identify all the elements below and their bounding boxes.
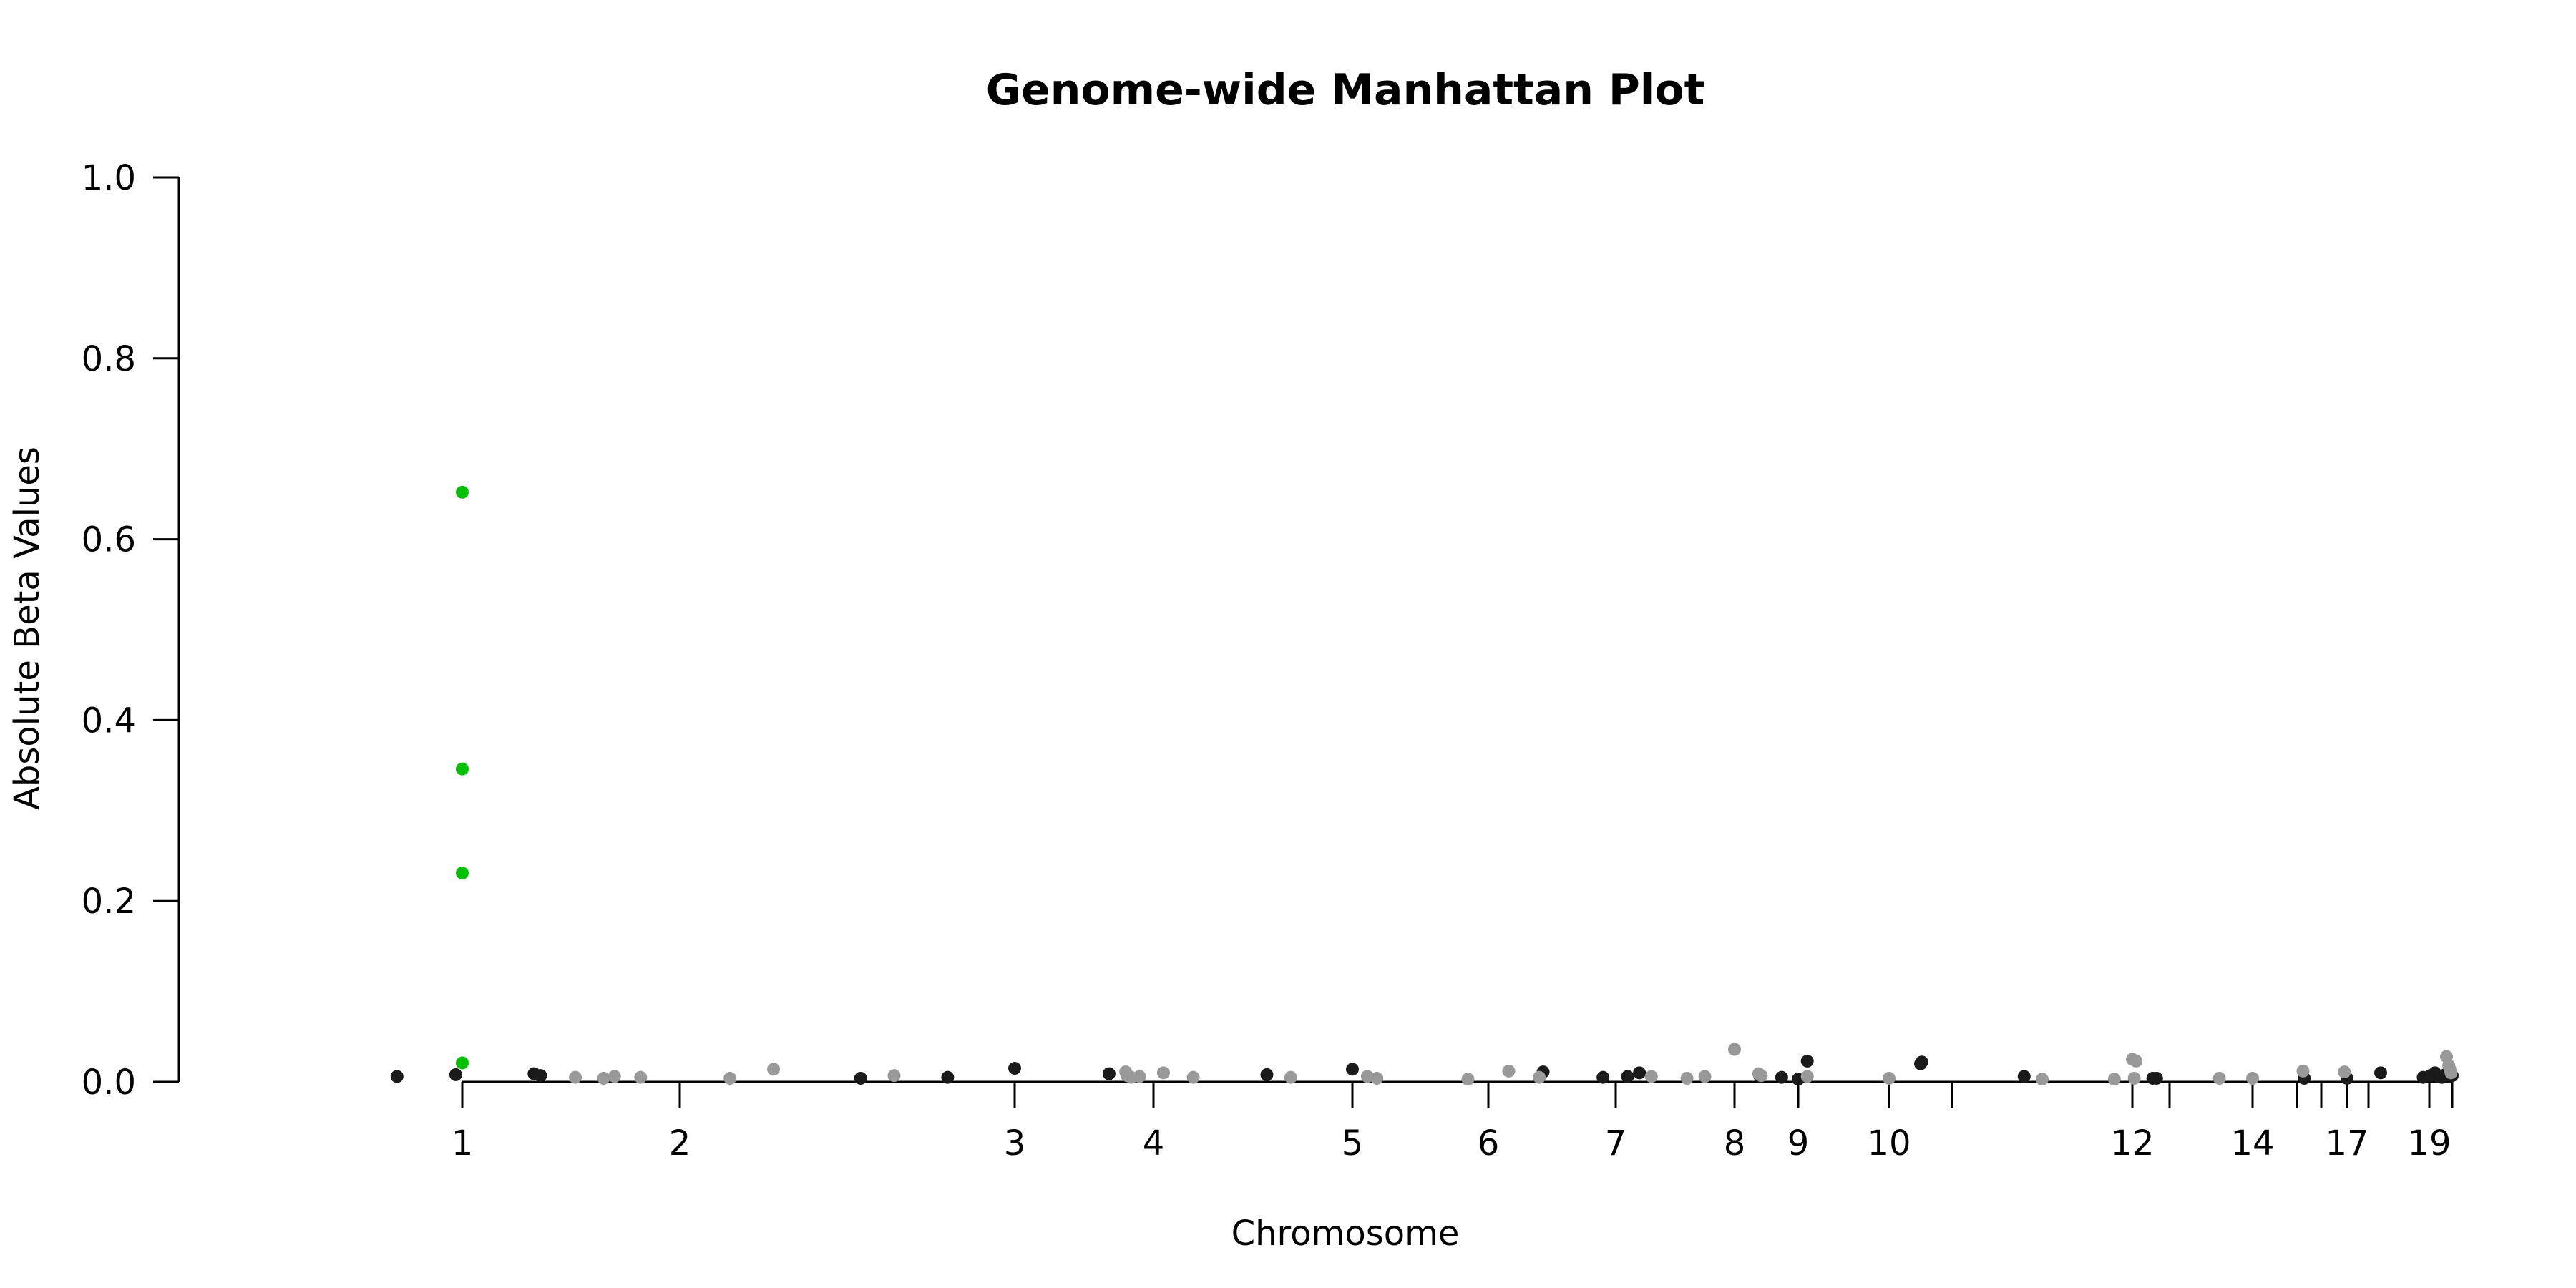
data-point [1156,1066,1170,1080]
x-tick-label: 3 [1004,1123,1026,1163]
x-tick-label: 1 [452,1123,474,1163]
x-tick-label: 2 [669,1123,691,1163]
x-tick-label: 14 [2230,1123,2274,1163]
data-point [1728,1043,1741,1056]
x-tick-label: 9 [1787,1123,1810,1163]
data-point [1008,1062,1021,1075]
data-points [390,485,2459,1086]
data-point [887,1069,901,1083]
y-tick-label: 0.0 [82,1063,136,1103]
data-point [1133,1070,1146,1083]
data-point [2150,1071,2163,1085]
data-point [2129,1054,2143,1068]
x-tick-label: 4 [1143,1123,1165,1163]
data-point [569,1070,582,1084]
y-tick-label: 0.8 [82,339,136,379]
data-point [2107,1073,2121,1086]
data-point [941,1070,955,1084]
x-tick-label: 19 [2407,1123,2451,1163]
data-point [2036,1073,2049,1086]
data-point [2212,1071,2226,1085]
data-point [1596,1070,1610,1084]
x-tick-label: 10 [1867,1123,1911,1163]
data-point [1680,1071,1694,1085]
y-tick-label: 0.2 [82,882,136,922]
data-point [1800,1054,1814,1068]
data-point [1915,1055,1928,1069]
data-point [1621,1070,1634,1083]
x-tick-label: 8 [1724,1123,1746,1163]
data-point [2444,1066,2458,1080]
highlighted-point [456,867,469,880]
data-point [390,1070,404,1083]
data-point [723,1071,737,1085]
data-point [449,1068,462,1081]
y-tick-label: 1.0 [82,158,136,198]
data-point [1633,1066,1646,1080]
chart-title: Genome-wide Manhattan Plot [986,65,1705,115]
data-point [1102,1067,1116,1080]
x-tick-label: 6 [1478,1123,1500,1163]
data-point [2338,1065,2351,1079]
data-point [1775,1070,1788,1084]
x-tick-label: 5 [1342,1123,1364,1163]
data-point [2296,1064,2310,1078]
data-point [1755,1069,1768,1083]
data-point [597,1071,610,1085]
data-point [1370,1071,1384,1085]
data-point [1260,1068,1274,1081]
data-point [1186,1070,1200,1084]
data-point [1360,1070,1374,1083]
y-axis: 0.0 0.2 0.4 0.6 0.8 1.0 [82,158,180,1103]
data-point [1284,1070,1297,1084]
data-point [1644,1070,1658,1083]
highlighted-point [456,762,469,776]
data-point [1533,1070,1546,1084]
data-point [1698,1070,1712,1083]
x-tick-label: 7 [1605,1123,1627,1163]
y-tick-label: 0.4 [82,701,136,741]
x-tick-label: 17 [2325,1123,2368,1163]
data-point [2374,1066,2387,1080]
y-tick-label: 0.6 [82,520,136,560]
data-point [1800,1070,1814,1083]
data-point [854,1071,867,1085]
data-point [767,1063,781,1076]
data-point [634,1070,648,1084]
data-point [534,1069,547,1083]
data-point [608,1070,621,1083]
data-point [1461,1073,1475,1086]
x-axis-label: Chromosome [1231,1214,1460,1254]
data-point [1502,1064,1516,1078]
data-point [1346,1063,1359,1076]
x-tick-label: 12 [2110,1123,2154,1163]
x-axis: 1 2 3 4 5 6 7 8 9 10 12 14 17 19 [452,1080,2454,1163]
data-point [2127,1071,2141,1085]
data-point [2246,1071,2259,1085]
data-point [2017,1070,2031,1083]
y-axis-label: Absolute Beta Values [7,447,47,810]
highlighted-point [456,485,469,499]
data-point [1883,1071,1896,1085]
highlighted-point [456,1056,469,1070]
